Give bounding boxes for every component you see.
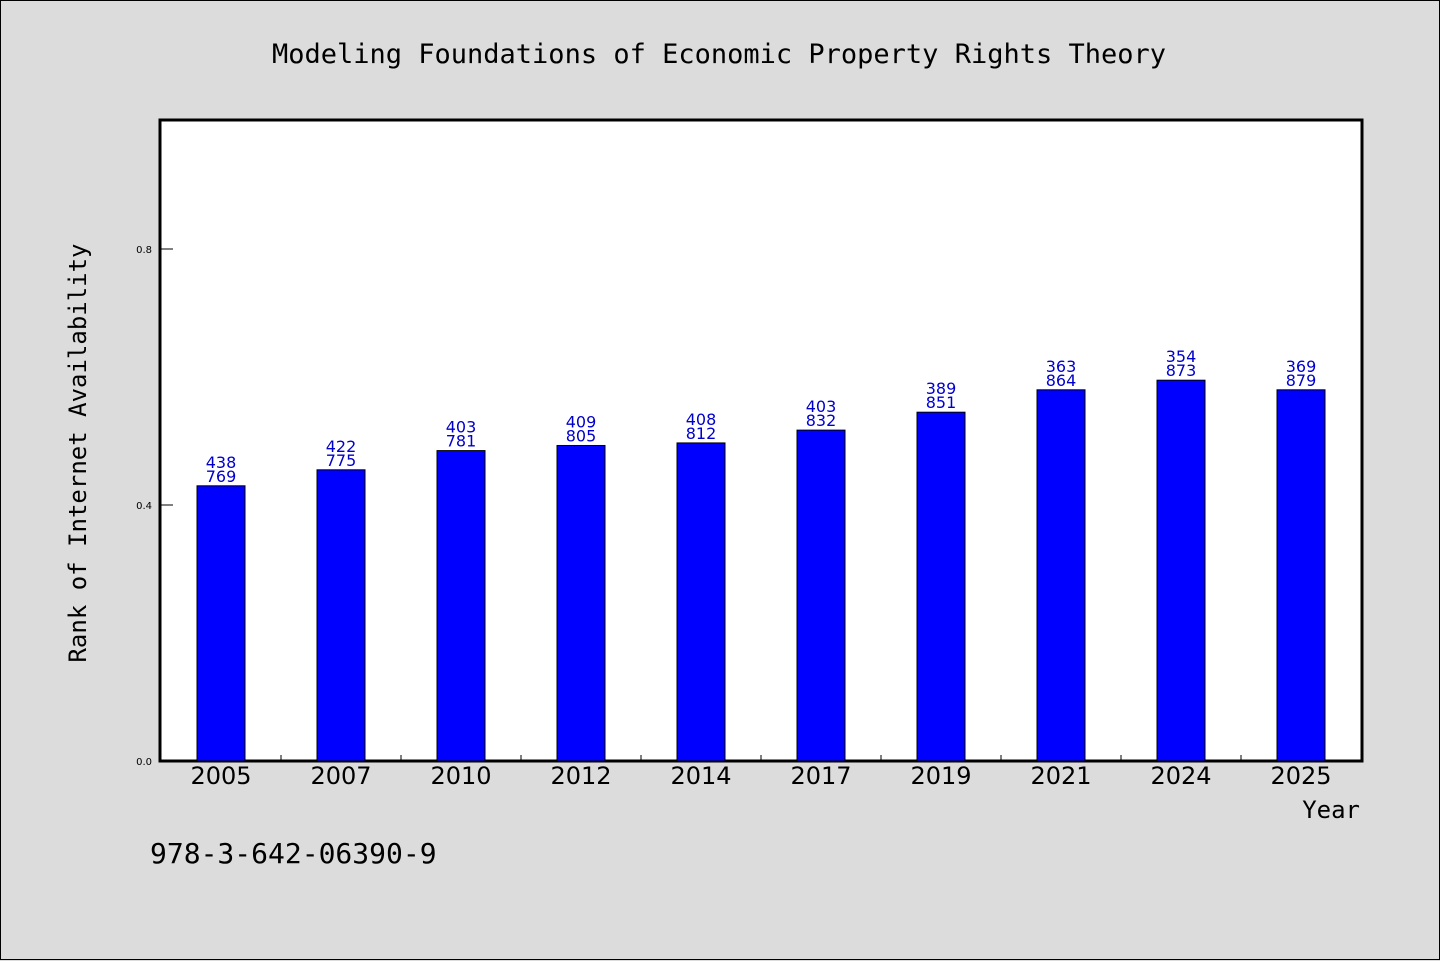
data-label-top-2025: 369 [1286,357,1317,376]
x-tick-label-2014: 2014 [670,762,731,790]
chart-title: Modeling Foundations of Economic Propert… [272,39,1166,70]
x-tick-label-2019: 2019 [910,762,971,790]
y-tick-label-0.4: 0.4 [136,501,152,512]
y-axis-label: Rank of Internet Availability [64,243,92,662]
data-label-top-2024: 354 [1166,347,1197,366]
data-labels: 4387694227754037814098054088124038323898… [206,347,1317,486]
data-label-bottom-2012: 805 [566,426,597,445]
data-label-bottom-2014: 812 [686,424,717,443]
y-tick-label-0.8: 0.8 [136,245,152,256]
data-label-bottom-2010: 781 [446,432,477,451]
data-label-bottom-2005: 769 [206,467,237,486]
x-tick-label-2025: 2025 [1270,762,1331,790]
bar-2005 [196,485,246,762]
data-label-bottom-2021: 864 [1046,371,1077,390]
bar-2024 [1156,379,1206,762]
bar-2017 [796,429,846,762]
data-label-bottom-2007: 775 [326,451,357,470]
x-tick-label-2007: 2007 [310,762,371,790]
data-label-top-2005: 438 [206,453,237,472]
data-label-top-2021: 363 [1046,357,1077,376]
data-label-bottom-2024: 873 [1166,361,1197,380]
x-tick-label-2010: 2010 [430,762,491,790]
data-label-bottom-2019: 851 [926,393,957,412]
x-tick-label-2024: 2024 [1150,762,1211,790]
data-label-top-2019: 389 [926,379,957,398]
x-tick-label-2012: 2012 [550,762,611,790]
bar-2019 [916,411,966,762]
bar-2010 [436,450,486,762]
data-label-bottom-2017: 832 [806,411,837,430]
x-tick-label-2021: 2021 [1030,762,1091,790]
bars [196,379,1326,762]
bar-2007 [316,469,366,762]
bar-2021 [1036,389,1086,762]
data-label-top-2010: 403 [446,418,477,437]
data-label-top-2014: 408 [686,410,717,429]
y-tick-labels: 0.0 0.4 0.8 [136,245,152,768]
y-tick-label-0.0: 0.0 [136,757,152,768]
bar-2014 [676,442,726,762]
data-label-top-2017: 403 [806,397,837,416]
data-label-top-2007: 422 [326,437,357,456]
x-tick-label-2017: 2017 [790,762,851,790]
x-tick-label-2005: 2005 [190,762,251,790]
bar-2012 [556,444,606,762]
data-label-top-2012: 409 [566,412,597,431]
x-tick-labels: 2005 2007 2010 2012 2014 2017 2019 2021 2024 2025 [190,762,1331,790]
axis-ticks [161,248,1242,762]
x-axis-label: Year [1302,796,1360,824]
bar-2025 [1276,389,1326,762]
isbn-footer: 978-3-642-06390-9 [150,837,437,870]
data-label-bottom-2025: 879 [1286,371,1317,390]
